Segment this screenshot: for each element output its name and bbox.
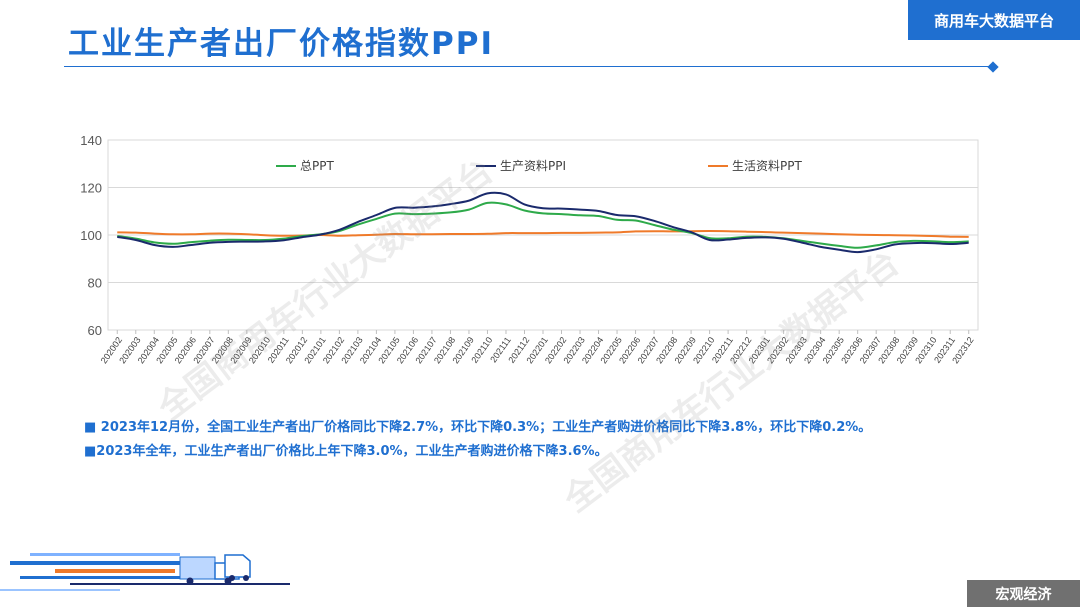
brand-badge: 商用车大数据平台	[908, 0, 1080, 40]
y-axis-ticks: 60 80 100 120 140	[80, 133, 102, 338]
section-label: 宏观经济	[967, 580, 1080, 607]
y-tick-label: 120	[80, 181, 102, 196]
series-line-0	[117, 201, 969, 249]
note-december: ■ 2023年12月份，全国工业生产者出厂价格同比下降2.7%，环比下降0.3%…	[84, 420, 872, 435]
series-line-1	[117, 191, 969, 254]
x-axis-ticks: 2020022020032020042020052020062020072020…	[99, 330, 976, 365]
series-line-2	[117, 230, 969, 238]
page-title: 工业生产者出厂价格指数PPI	[68, 26, 494, 62]
legend-label: 生产资料PPI	[500, 159, 566, 173]
y-tick-label: 80	[88, 276, 102, 291]
truck-decoration-icon	[0, 553, 290, 591]
chart-legend: 总PPT 生产资料PPI 生活资料PPT	[276, 159, 802, 173]
y-tick-label: 100	[80, 228, 102, 243]
legend-label: 总PPT	[300, 159, 334, 173]
note-full-year: ■2023年全年，工业生产者出厂价格比上年下降3.0%，工业生产者购进价格下降3…	[84, 444, 608, 459]
title-divider	[64, 66, 994, 67]
chart-series	[117, 191, 969, 254]
legend-label: 生活资料PPT	[732, 159, 802, 173]
y-tick-label: 60	[88, 323, 102, 338]
y-tick-label: 140	[80, 133, 102, 148]
